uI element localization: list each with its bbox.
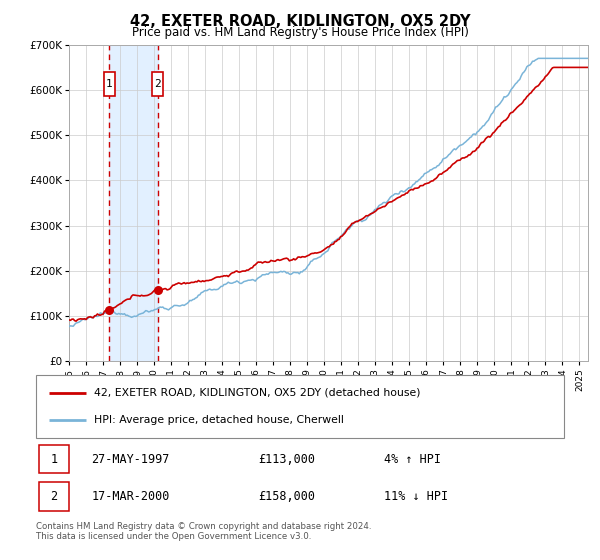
Text: 42, EXETER ROAD, KIDLINGTON, OX5 2DY (detached house): 42, EXETER ROAD, KIDLINGTON, OX5 2DY (de…: [94, 388, 421, 398]
Text: £158,000: £158,000: [258, 491, 315, 503]
Text: 27-MAY-1997: 27-MAY-1997: [91, 452, 170, 465]
Text: Price paid vs. HM Land Registry's House Price Index (HPI): Price paid vs. HM Land Registry's House …: [131, 26, 469, 39]
Text: HPI: Average price, detached house, Cherwell: HPI: Average price, detached house, Cher…: [94, 416, 344, 426]
Bar: [38, 445, 69, 473]
Text: Contains HM Land Registry data © Crown copyright and database right 2024.
This d: Contains HM Land Registry data © Crown c…: [36, 522, 371, 542]
Text: 11% ↓ HPI: 11% ↓ HPI: [385, 491, 449, 503]
Text: 42, EXETER ROAD, KIDLINGTON, OX5 2DY: 42, EXETER ROAD, KIDLINGTON, OX5 2DY: [130, 14, 470, 29]
Text: £113,000: £113,000: [258, 452, 315, 465]
Text: 4% ↑ HPI: 4% ↑ HPI: [385, 452, 442, 465]
Bar: [104, 72, 115, 96]
Text: 17-MAR-2000: 17-MAR-2000: [91, 491, 170, 503]
Text: 1: 1: [50, 452, 58, 465]
Text: 2: 2: [50, 491, 58, 503]
Bar: [38, 483, 69, 511]
Bar: [109, 45, 158, 361]
Bar: [152, 72, 163, 96]
Text: 1: 1: [106, 80, 113, 90]
Text: 2: 2: [154, 80, 161, 90]
